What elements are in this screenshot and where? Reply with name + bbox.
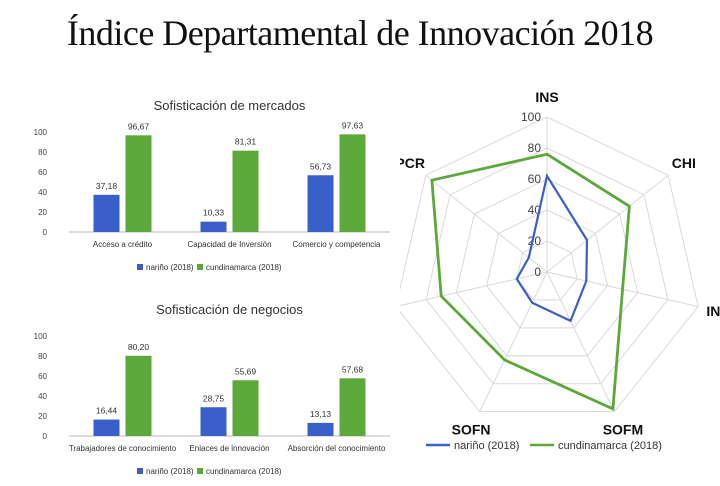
radar-grid-ring [400, 116, 699, 413]
category-label: Capacidad de Inversión [187, 240, 271, 249]
radar-spoke [546, 271, 615, 412]
radar-spoke [479, 271, 548, 412]
radar-grid-ring [455, 178, 639, 357]
radial-tick-label: 60 [528, 172, 542, 186]
bar-nario [200, 221, 227, 232]
radar-grid-ring [516, 240, 578, 301]
category-label: Absorción del conocimiento [288, 444, 386, 453]
axis-label-ins: INS [535, 89, 558, 105]
radar-spoke [400, 271, 548, 307]
y-tick-label: 40 [38, 188, 47, 197]
bar-cundinamarca [125, 135, 152, 232]
data-label: 56,73 [310, 161, 332, 171]
axis-label-inf: INF [706, 303, 720, 319]
radar-series-nario [515, 173, 589, 323]
data-label: 13,13 [310, 409, 332, 419]
bar-cundinamarca [339, 378, 366, 436]
data-label: 96,67 [128, 121, 150, 131]
y-tick-label: 20 [38, 208, 47, 217]
data-label: 55,69 [235, 366, 257, 376]
radial-tick-label: 80 [528, 141, 542, 155]
legend-label: cundinamarca (2018) [558, 440, 662, 452]
legend-label: cundinamarca (2018) [206, 467, 282, 476]
chart-title: Sofisticación de mercados [154, 98, 306, 113]
category-label: Enlaces de innovación [189, 444, 269, 453]
category-label: Acceso a crédito [93, 240, 153, 249]
legend-label: nariño (2018) [146, 263, 194, 272]
data-label: 80,20 [128, 342, 150, 352]
data-label: 97,63 [342, 120, 364, 130]
legend-swatch-cundinamarca [197, 264, 203, 270]
legend-label: cundinamarca (2018) [206, 263, 282, 272]
bar-nario [93, 419, 120, 436]
bar-chart-negocios: Sofisticación de negocios 0 20 40 60 80 100 16,… [34, 302, 390, 476]
legend-label: nariño (2018) [146, 467, 194, 476]
category-label: Comercio y competencia [292, 240, 381, 249]
chart-title: Sofisticación de negocios [156, 302, 303, 317]
radial-tick-label: 100 [521, 110, 541, 124]
radar-spoke [546, 174, 669, 273]
radar-grid-ring [425, 147, 669, 385]
y-tick-label: 0 [43, 228, 48, 237]
bar-nario [93, 194, 120, 232]
legend-swatch-cundinamarca [197, 468, 203, 474]
bar-cundinamarca [125, 355, 152, 436]
legend-label: nariño (2018) [454, 440, 519, 452]
y-tick-label: 40 [38, 392, 47, 401]
bar-nario [200, 407, 227, 436]
data-label: 37,18 [96, 181, 118, 191]
axis-label-sofm: SOFM [603, 422, 643, 438]
bar-cundinamarca [232, 380, 259, 436]
radial-tick-label: 0 [534, 265, 541, 279]
axis-label-pcr: PCR [400, 155, 425, 171]
page-title: Índice Departamental de Innovación 2018 [66, 13, 654, 53]
radar-spoke [425, 174, 548, 273]
y-tick-label: 100 [34, 332, 48, 341]
radar-series-cundinamarca [430, 152, 631, 411]
bar-chart-mercados: Sofisticación de mercados 0 20 40 60 80 100 37,… [34, 98, 390, 272]
data-label: 16,44 [96, 406, 118, 416]
y-tick-label: 0 [43, 432, 48, 441]
y-tick-label: 100 [34, 128, 48, 137]
data-label: 81,31 [235, 137, 257, 147]
y-tick-label: 20 [38, 412, 47, 421]
axis-label-sofn: SOFN [452, 422, 491, 438]
bar-cundinamarca [232, 150, 259, 232]
y-tick-label: 80 [38, 352, 47, 361]
legend-swatch-nario [137, 264, 143, 270]
y-tick-label: 60 [38, 372, 47, 381]
bar-nario [307, 422, 334, 436]
data-label: 10,33 [203, 208, 225, 218]
bar-cundinamarca [339, 134, 366, 232]
category-label: Trabajadores de conocimiento [69, 444, 177, 453]
axis-label-chi: CHI [672, 155, 696, 171]
data-label: 57,68 [342, 364, 364, 374]
data-label: 28,75 [203, 393, 225, 403]
radar-chart: 020406080100INSCHIINFSOFMSOFNPCTPCRnariñ… [400, 89, 720, 452]
y-tick-label: 80 [38, 148, 47, 157]
radar-grid-ring [486, 209, 608, 329]
legend-swatch-nario [137, 468, 143, 474]
bar-nario [307, 175, 334, 232]
y-tick-label: 60 [38, 168, 47, 177]
